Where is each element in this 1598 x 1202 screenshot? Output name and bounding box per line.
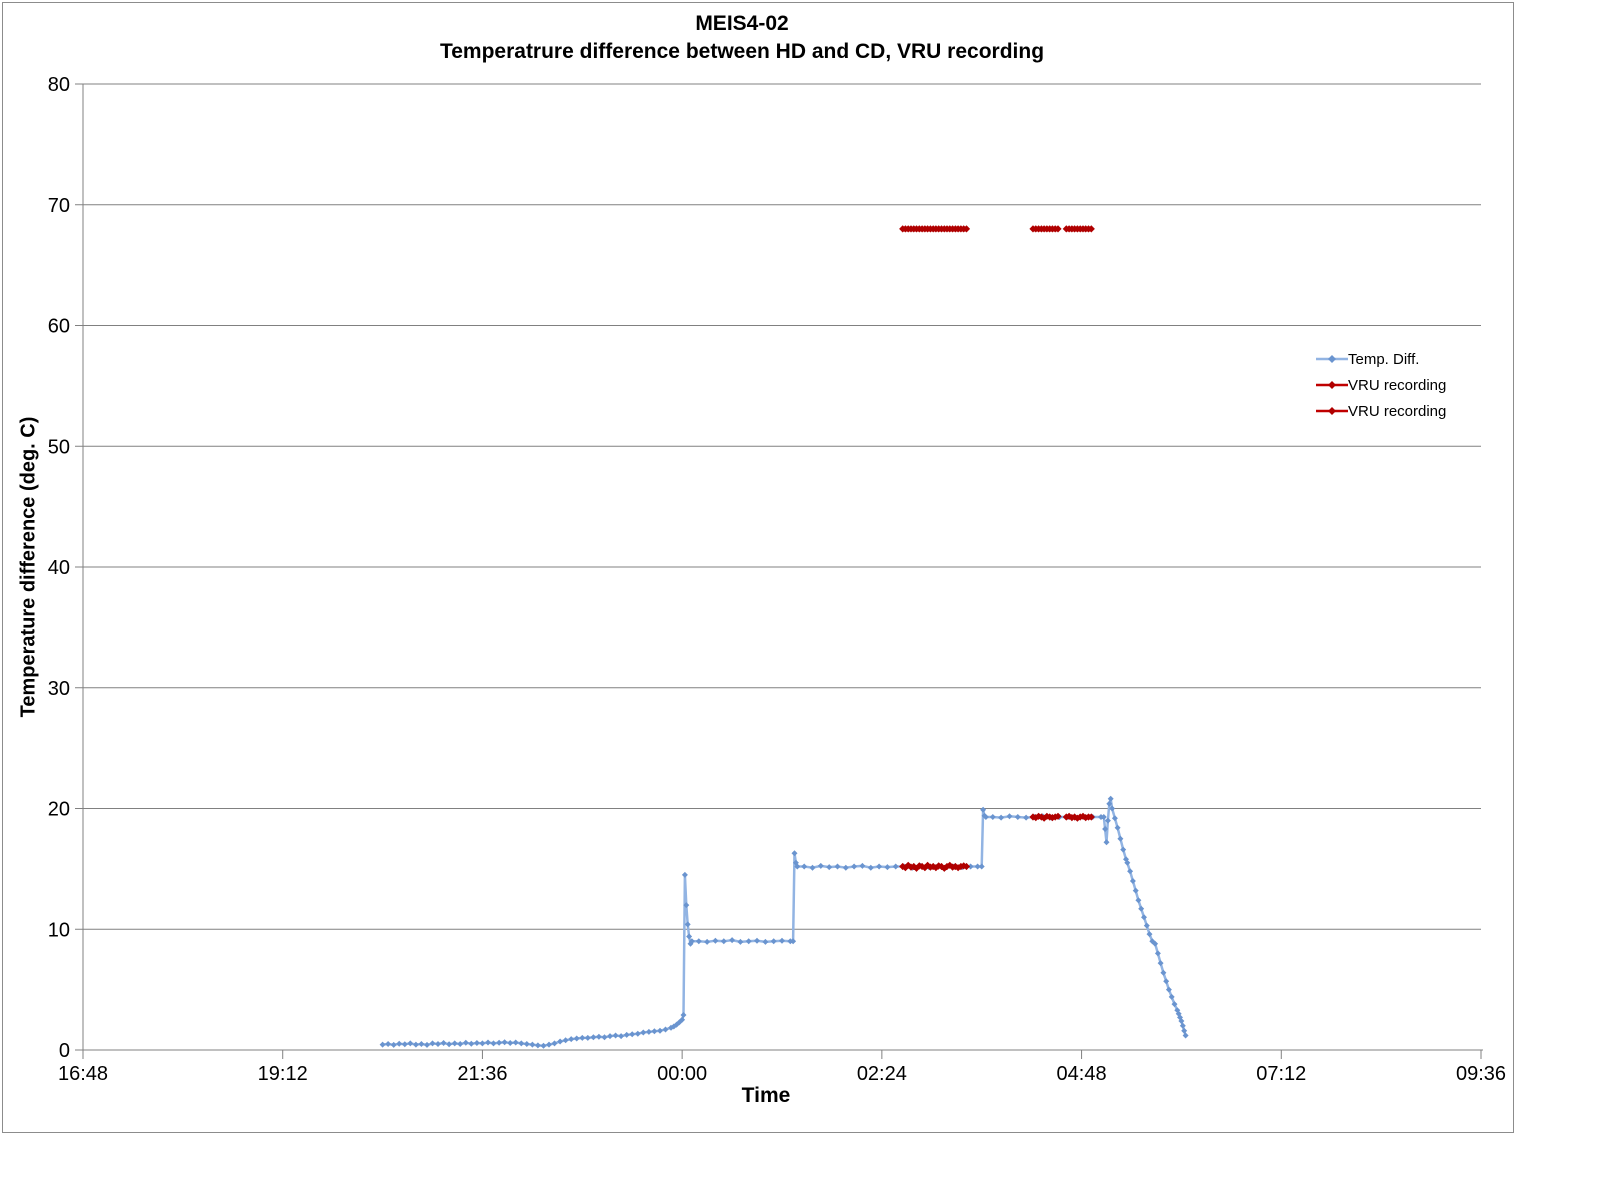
x-axis-title: Time	[741, 1084, 791, 1107]
legend-label: VRU recording	[1348, 376, 1447, 394]
y-tick-label-40: 40	[48, 557, 70, 579]
series-2-markers-2	[1062, 812, 1095, 822]
y-tick-label-0: 0	[59, 1040, 70, 1062]
legend: Temp. Diff. VRU recording VRU recording	[1316, 346, 1446, 424]
y-tick-label-60: 60	[48, 316, 70, 338]
x-tick-label-04:48: 04:48	[1057, 1063, 1107, 1085]
y-tick-label-80: 80	[48, 74, 70, 96]
legend-item-2: VRU recording	[1316, 398, 1446, 424]
legend-line-sample-icon	[1316, 355, 1348, 363]
y-tick-label-50: 50	[48, 436, 70, 458]
series-1-markers-0	[899, 225, 971, 233]
legend-label: VRU recording	[1348, 402, 1447, 420]
legend-item-0: Temp. Diff.	[1316, 346, 1446, 372]
series-0-markers-0	[379, 795, 1189, 1049]
series-1-markers-2	[1062, 225, 1095, 233]
series-0-line-0	[382, 797, 1187, 1048]
series-1-markers-1	[1029, 225, 1062, 233]
x-tick-label-02:24: 02:24	[857, 1063, 907, 1085]
x-tick-label-09:36: 09:36	[1456, 1063, 1506, 1085]
x-tick-label-16:48: 16:48	[58, 1063, 108, 1085]
chart-title: MEIS4-02	[695, 12, 789, 35]
y-tick-label-30: 30	[48, 678, 70, 700]
x-tick-label-07:12: 07:12	[1256, 1063, 1306, 1085]
legend-line-sample-icon	[1316, 407, 1348, 415]
x-tick-label-21:36: 21:36	[457, 1063, 507, 1085]
y-tick-label-20: 20	[48, 799, 70, 821]
legend-label: Temp. Diff.	[1348, 350, 1420, 368]
x-tick-label-00:00: 00:00	[657, 1063, 707, 1085]
legend-line-sample-icon	[1316, 381, 1348, 389]
series-2-markers-0	[899, 861, 971, 872]
series-2-markers-1	[1029, 812, 1062, 822]
chart-subtitle: Temperatrure difference between HD and C…	[439, 40, 1045, 63]
y-tick-label-70: 70	[48, 195, 70, 217]
x-tick-label-19:12: 19:12	[258, 1063, 308, 1085]
y-axis-title: Temperature difference (deg. C)	[17, 416, 40, 718]
y-tick-label-10: 10	[48, 919, 70, 941]
legend-item-1: VRU recording	[1316, 372, 1446, 398]
